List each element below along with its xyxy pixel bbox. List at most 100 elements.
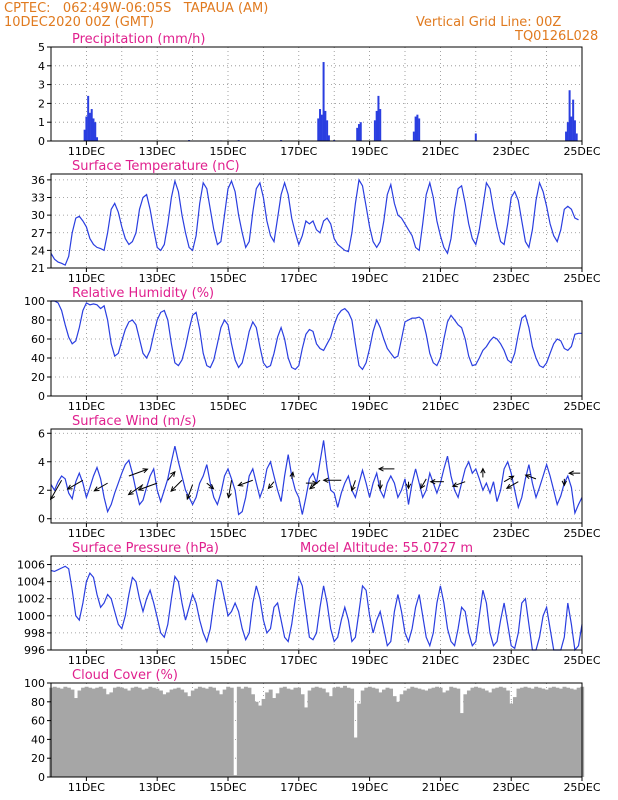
- cloud-column: [381, 689, 386, 777]
- precip-bar: [324, 110, 327, 141]
- cloud-column: [523, 686, 528, 777]
- cloud-column: [155, 688, 160, 777]
- precip-bar: [320, 114, 323, 141]
- cloud-column: [105, 694, 110, 777]
- wind-arrow-head: [127, 490, 134, 496]
- cloud-column: [481, 688, 486, 777]
- cloud-column: [176, 687, 181, 777]
- wind-arrow-head: [561, 480, 567, 487]
- precip-bar: [568, 90, 571, 141]
- rh-frame: [50, 300, 583, 397]
- cloud-panel: 0 20 40 60 80 100 11DEC 13DEC 15DEC 17DEC 19DEC 21D…: [24, 668, 601, 794]
- wind-arrow-head: [289, 471, 295, 478]
- cloud-column: [566, 687, 571, 777]
- pressure-xtick-label: 15DEC: [209, 654, 246, 667]
- cloud-column: [215, 690, 220, 777]
- cloud-column: [520, 687, 524, 777]
- wind-ytick-label: 4: [38, 456, 45, 469]
- cloud-column: [222, 689, 227, 777]
- temp-ytick-label: 27: [31, 227, 45, 240]
- wind-arrow-shaft: [50, 480, 63, 500]
- precip-title: Precipitation (mm/h): [72, 32, 205, 47]
- cloud-column: [127, 690, 132, 777]
- pressure-frame: [50, 555, 583, 651]
- cloud-column: [141, 689, 146, 777]
- wind-title: Surface Wind (m/s): [72, 414, 196, 429]
- pressure-xtick-label: 21DEC: [422, 654, 459, 667]
- cloud-column: [173, 688, 178, 777]
- wind-arrow-shaft: [309, 479, 321, 490]
- cloud-column: [243, 686, 248, 777]
- wind-arrow-head: [420, 483, 426, 490]
- cloud-ytick-label: 60: [31, 715, 45, 728]
- cloud-column: [293, 687, 298, 777]
- temp-xtick-label: 21DEC: [422, 272, 459, 285]
- cloud-xtick-label: 23DEC: [493, 781, 530, 794]
- cloud-column: [367, 686, 372, 777]
- wind-arrow-shaft: [420, 478, 427, 489]
- cloud-column: [318, 687, 323, 777]
- cloud-column: [449, 686, 454, 777]
- pressure-panel: 996 998 1000 1002 1004 1006 11DEC 13DEC 15DEC 17D…: [17, 541, 601, 667]
- precip-xtick-label: 13DEC: [139, 145, 176, 158]
- cloud-column: [304, 707, 309, 777]
- wind-arrow-head: [309, 483, 315, 490]
- wind-xtick-label: 25DEC: [563, 527, 600, 540]
- cloud-column: [233, 775, 238, 777]
- wind-arrow-shaft: [128, 468, 148, 477]
- temp-xtick-label: 15DEC: [209, 272, 246, 285]
- wind-arrow-shaft: [167, 471, 176, 481]
- cloud-column: [537, 687, 542, 777]
- wind-arrow-head: [142, 468, 149, 474]
- cloud-xtick-label: 25DEC: [563, 781, 600, 794]
- cloud-column: [491, 688, 496, 777]
- temp-ytick-label: 30: [31, 209, 45, 222]
- cloud-column: [109, 692, 114, 777]
- temp-xtick-label: 13DEC: [139, 272, 176, 285]
- cloud-column: [258, 705, 263, 777]
- cloud-column: [314, 686, 319, 777]
- wind-arrow: [167, 470, 176, 481]
- wind-xtick-label: 19DEC: [351, 527, 388, 540]
- cloud-column: [516, 688, 521, 777]
- precip-bar: [356, 127, 359, 141]
- wind-arrow: [322, 477, 342, 483]
- wind-arrow-head: [505, 483, 512, 489]
- precip-ytick-label: 1: [38, 116, 45, 129]
- wind-arrow: [429, 479, 444, 485]
- wind-arrow-shaft: [186, 484, 194, 500]
- cloud-column: [272, 698, 277, 777]
- precip-ytick-label: 0: [38, 135, 45, 148]
- wind-arrow: [505, 481, 519, 489]
- wind-arrow-head: [405, 483, 412, 490]
- cloud-column: [204, 688, 209, 777]
- cloud-column: [194, 688, 199, 777]
- wind-arrow-shaft: [238, 479, 253, 487]
- cloud-column: [555, 687, 560, 777]
- temp-line: [50, 178, 579, 266]
- cloud-column: [321, 688, 326, 777]
- cloud-column: [530, 688, 535, 777]
- cloud-column: [180, 689, 185, 777]
- cloud-column: [123, 688, 128, 777]
- wind-arrow: [377, 466, 395, 472]
- cloud-column: [512, 697, 517, 777]
- cloud-column: [151, 687, 156, 777]
- cloud-ytick-label: 80: [31, 696, 45, 709]
- cloud-column: [91, 688, 96, 777]
- cloud-column: [59, 688, 64, 777]
- cloud-column: [190, 690, 195, 777]
- cloud-column: [130, 687, 135, 777]
- cloud-column: [396, 701, 401, 777]
- rh-xtick-label: 15DEC: [209, 400, 246, 413]
- cloud-column: [360, 690, 365, 777]
- cloud-column: [438, 687, 443, 777]
- cloud-column: [569, 688, 574, 777]
- wind-arrow-head: [451, 482, 458, 488]
- cloud-column: [187, 696, 192, 777]
- cloud-column: [488, 692, 493, 777]
- cloud-column: [162, 694, 167, 777]
- cloud-column: [392, 696, 397, 777]
- cloud-column: [84, 686, 89, 777]
